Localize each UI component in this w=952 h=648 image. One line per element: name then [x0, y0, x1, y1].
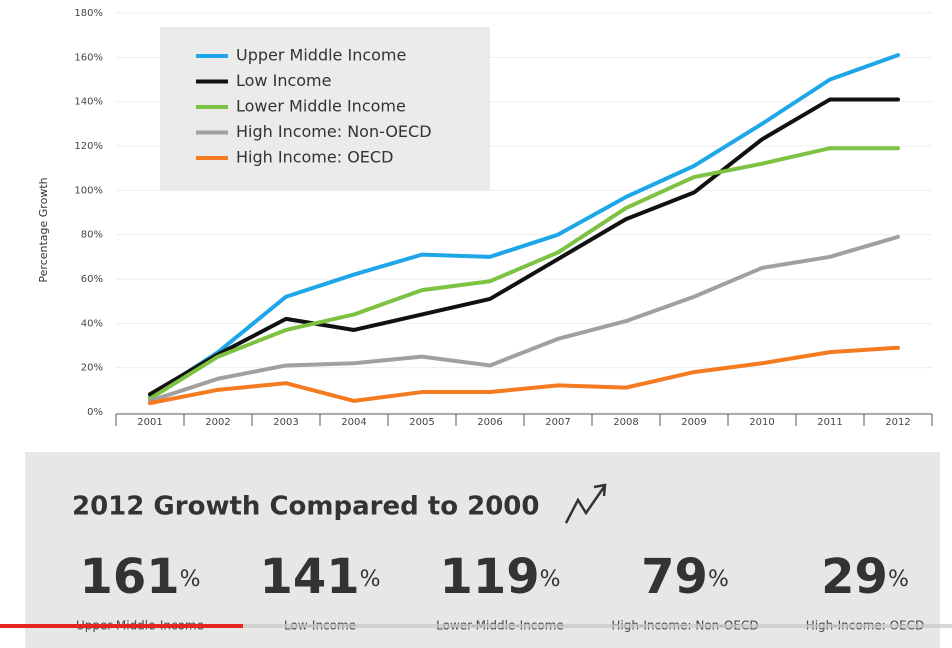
video-progress [0, 624, 952, 628]
x-tick-label: 2004 [341, 417, 366, 428]
stat-value: 29% [821, 549, 909, 605]
x-tick-label: 2001 [137, 417, 162, 428]
x-tick-label: 2012 [885, 417, 910, 428]
stat-unit: % [540, 567, 561, 592]
x-tick-label: 2010 [749, 417, 774, 428]
series-line [148, 345, 900, 406]
series-line [148, 146, 900, 401]
y-tick-label: 120% [74, 141, 103, 152]
series-line [148, 97, 900, 397]
progress-played [0, 624, 243, 628]
series-line [148, 234, 900, 403]
y-tick-label: 100% [74, 185, 103, 196]
y-tick-label: 60% [81, 274, 103, 285]
stat-value: 141% [259, 549, 380, 605]
x-tick-label: 2008 [613, 417, 638, 428]
legend-label: Upper Middle Income [236, 46, 406, 65]
panel-background [25, 452, 940, 648]
summary-title: 2012 Growth Compared to 2000 [72, 492, 539, 522]
x-tick-label: 2007 [545, 417, 570, 428]
y-tick-label: 160% [74, 52, 103, 63]
legend-label: High Income: OECD [236, 148, 393, 167]
stat-number: 29 [821, 549, 888, 605]
y-axis-label: Percentage Growth [37, 177, 50, 282]
chart: Percentage Growth 0% 20% 40% 60% 80% 100% 120%… [37, 8, 933, 428]
legend-label: Lower Middle Income [236, 97, 406, 116]
x-tick-label: 2003 [273, 417, 298, 428]
x-tick-label: 2002 [205, 417, 230, 428]
stat-unit: % [360, 567, 381, 592]
y-tick-label: 80% [81, 230, 103, 241]
legend-label: High Income: Non-OECD [236, 122, 432, 141]
stat-unit: % [888, 567, 909, 592]
growth-icon [564, 483, 607, 524]
stat-unit: % [180, 567, 201, 592]
y-tick-label: 180% [74, 8, 103, 19]
x-tick-label: 2005 [409, 417, 434, 428]
stat-value: 119% [439, 549, 560, 605]
stat-number: 161 [79, 549, 179, 605]
stat-unit: % [708, 567, 729, 592]
stat-value: 161% [79, 549, 200, 605]
progress-track [0, 624, 952, 628]
x-tick-label: 2011 [817, 417, 842, 428]
y-tick-label: 20% [81, 363, 103, 374]
series-line [148, 53, 900, 399]
stat-value: 79% [641, 549, 729, 605]
stat-number: 141 [259, 549, 359, 605]
y-tick-label: 40% [81, 318, 103, 329]
stat-number: 119 [439, 549, 539, 605]
y-tick-label: 140% [74, 97, 103, 108]
stat-number: 79 [641, 549, 708, 605]
y-tick-label: 0% [87, 407, 103, 418]
legend-label: Low Income [236, 71, 331, 90]
summary-panel: 2012 Growth Compared to 2000 161%Upper-M… [25, 452, 940, 648]
x-tick-label: 2006 [477, 417, 502, 428]
x-tick-label: 2009 [681, 417, 706, 428]
